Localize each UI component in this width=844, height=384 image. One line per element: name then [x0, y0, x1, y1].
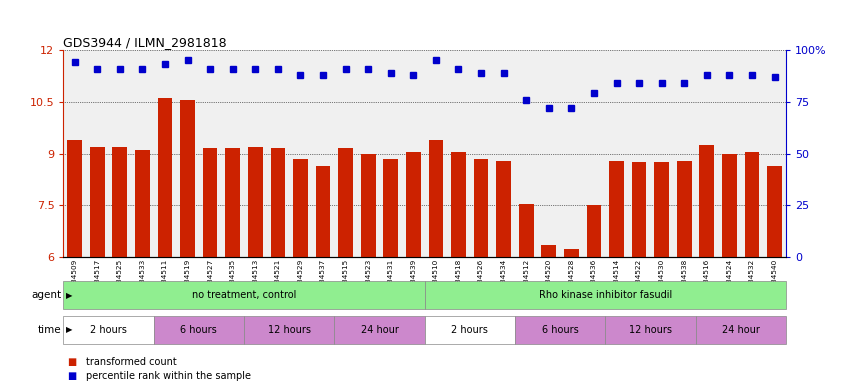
Bar: [68, 140, 82, 257]
Text: time: time: [38, 325, 62, 335]
Text: 6 hours: 6 hours: [181, 325, 217, 335]
Bar: [766, 166, 781, 257]
Text: 6 hours: 6 hours: [541, 325, 578, 335]
Text: Rho kinase inhibitor fasudil: Rho kinase inhibitor fasudil: [538, 290, 671, 300]
Text: 24 hour: 24 hour: [721, 325, 759, 335]
Bar: [293, 159, 307, 257]
Text: 2 hours: 2 hours: [90, 325, 127, 335]
Bar: [158, 98, 172, 257]
Text: ■: ■: [68, 357, 77, 367]
Bar: [518, 204, 533, 257]
Bar: [360, 154, 375, 257]
Text: 2 hours: 2 hours: [451, 325, 488, 335]
Bar: [135, 150, 149, 257]
Bar: [428, 140, 443, 257]
Bar: [722, 154, 736, 257]
Bar: [586, 205, 601, 257]
Text: agent: agent: [31, 290, 62, 300]
Bar: [247, 147, 262, 257]
Bar: [89, 147, 105, 257]
Bar: [270, 149, 285, 257]
Bar: [744, 152, 759, 257]
Bar: [563, 249, 578, 257]
Text: ▶: ▶: [66, 291, 73, 300]
Bar: [225, 149, 240, 257]
Bar: [316, 166, 330, 257]
Text: transformed count: transformed count: [86, 357, 176, 367]
Text: 12 hours: 12 hours: [268, 325, 311, 335]
Bar: [112, 147, 127, 257]
Bar: [338, 149, 353, 257]
Bar: [609, 161, 623, 257]
Bar: [383, 159, 398, 257]
Bar: [653, 162, 668, 257]
Text: ▶: ▶: [66, 325, 73, 334]
Text: ■: ■: [68, 371, 77, 381]
Bar: [495, 161, 511, 257]
Bar: [180, 100, 195, 257]
Text: 12 hours: 12 hours: [628, 325, 671, 335]
Bar: [405, 152, 420, 257]
Bar: [451, 152, 465, 257]
Bar: [541, 245, 555, 257]
Text: percentile rank within the sample: percentile rank within the sample: [86, 371, 251, 381]
Text: GDS3944 / ILMN_2981818: GDS3944 / ILMN_2981818: [63, 36, 227, 49]
Bar: [631, 162, 646, 257]
Text: 24 hour: 24 hour: [360, 325, 398, 335]
Bar: [203, 149, 217, 257]
Text: no treatment, control: no treatment, control: [192, 290, 296, 300]
Bar: [699, 145, 713, 257]
Bar: [473, 159, 488, 257]
Bar: [676, 161, 690, 257]
